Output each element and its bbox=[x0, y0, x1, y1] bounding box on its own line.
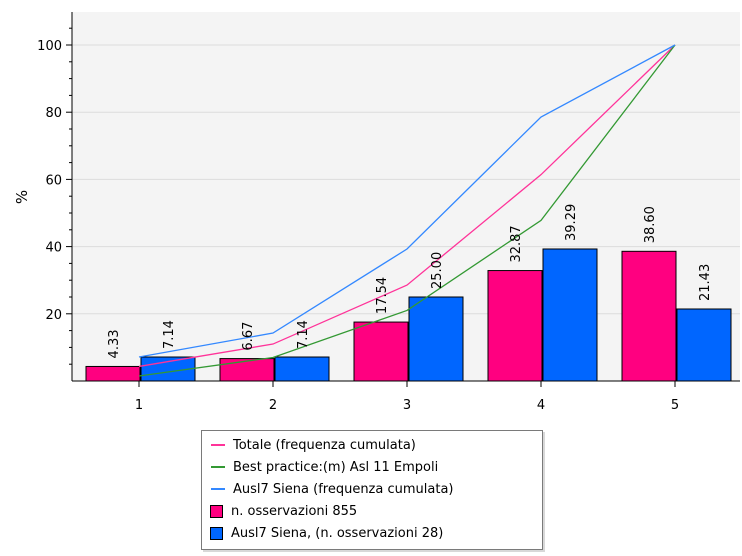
data-label-s1-5: 38.60 bbox=[643, 206, 658, 243]
bar-s1-1 bbox=[85, 365, 141, 382]
legend-item: Best practice:(m) Asl 11 Empoli bbox=[208, 456, 536, 478]
legend-line-swatch bbox=[211, 488, 225, 490]
bar-s1-2 bbox=[219, 358, 275, 382]
x-tick-label-2: 2 bbox=[269, 398, 277, 413]
bar-s2-4 bbox=[542, 248, 598, 382]
legend-item: Ausl7 Siena (frequenza cumulata) bbox=[208, 478, 536, 500]
data-label-s2-1: 7.14 bbox=[162, 320, 177, 349]
x-ticks: 1 2 3 4 5 bbox=[135, 381, 679, 413]
data-label-s2-5: 21.43 bbox=[698, 264, 713, 301]
legend: Totale (frequenza cumulata) Best practice… bbox=[201, 430, 543, 550]
legend-item: n. osservazioni 855 bbox=[208, 500, 536, 522]
y-tick-label-60: 60 bbox=[45, 173, 62, 188]
bar-s1-5 bbox=[621, 250, 677, 382]
x-tick-label-4: 4 bbox=[537, 398, 545, 413]
y-tick-label-40: 40 bbox=[45, 241, 62, 256]
bars bbox=[85, 248, 732, 382]
bar-s1-3 bbox=[353, 321, 409, 382]
x-tick-label-1: 1 bbox=[135, 398, 143, 413]
data-labels: 4.33 6.67 17.54 32.87 38.60 7.14 7.14 25.00 39.2… bbox=[107, 204, 713, 359]
line-series-1 bbox=[138, 44, 676, 368]
bar-s1-4 bbox=[487, 270, 543, 382]
chart: 4.33 6.67 17.54 32.87 38.60 7.14 7.14 25.00 39.2… bbox=[13, 12, 740, 413]
bar-s2-2 bbox=[274, 356, 330, 382]
legend-box-swatch bbox=[210, 504, 223, 518]
bar-s2-3 bbox=[408, 296, 464, 382]
legend-label: Best practice:(m) Asl 11 Empoli bbox=[233, 459, 439, 475]
data-label-s2-4: 39.29 bbox=[564, 204, 579, 241]
legend-line-swatch bbox=[211, 466, 225, 468]
legend-box-swatch bbox=[210, 526, 223, 540]
data-label-s1-1: 4.33 bbox=[107, 329, 122, 358]
legend-line-swatch bbox=[211, 444, 225, 446]
data-label-s1-2: 6.67 bbox=[241, 322, 256, 351]
line-series-3 bbox=[138, 44, 676, 358]
legend-item: Ausl7 Siena, (n. osservazioni 28) bbox=[208, 522, 536, 544]
bar-s2-5 bbox=[676, 308, 732, 382]
line-series-2 bbox=[138, 44, 676, 377]
y-axis-title: % bbox=[13, 190, 31, 204]
legend-label: Ausl7 Siena, (n. osservazioni 28) bbox=[231, 525, 444, 541]
data-label-s2-2: 7.14 bbox=[296, 320, 311, 349]
legend-label: n. osservazioni 855 bbox=[231, 503, 358, 519]
y-tick-label-80: 80 bbox=[45, 106, 62, 121]
data-label-s2-3: 25.00 bbox=[430, 252, 445, 289]
data-label-s1-4: 32.87 bbox=[509, 225, 524, 262]
y-ticks: 20 40 60 80 100 bbox=[37, 27, 72, 365]
legend-label: Totale (frequenza cumulata) bbox=[233, 437, 416, 453]
y-tick-label-20: 20 bbox=[45, 308, 62, 323]
legend-item: Totale (frequenza cumulata) bbox=[208, 434, 536, 456]
cumulative-lines bbox=[138, 44, 676, 377]
legend-label: Ausl7 Siena (frequenza cumulata) bbox=[233, 481, 454, 497]
y-tick-label-100: 100 bbox=[37, 39, 62, 54]
data-label-s1-3: 17.54 bbox=[375, 277, 390, 314]
x-tick-label-5: 5 bbox=[671, 398, 679, 413]
x-tick-label-3: 3 bbox=[403, 398, 411, 413]
